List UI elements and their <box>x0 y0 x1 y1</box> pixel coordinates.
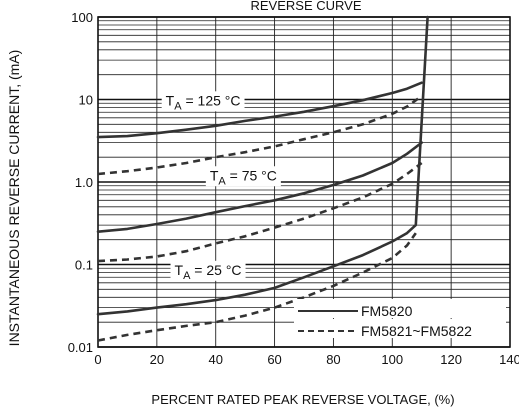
x-tick-label: 60 <box>267 352 281 367</box>
x-tick-label: 40 <box>208 352 222 367</box>
series-line-fm5820-125-c <box>96 81 424 139</box>
annotation-layer: TA = 125 °C TA = 75 °C TA = 25 °C <box>161 91 281 282</box>
x-tick-label: 100 <box>381 352 403 367</box>
legend-label: FM5820 <box>361 303 413 319</box>
x-tick-label: 120 <box>440 352 462 367</box>
series-line-fm5821-fm5822-125-c <box>97 95 423 176</box>
y-tick-label: 0.1 <box>75 258 93 273</box>
plot-frame <box>97 16 511 348</box>
temperature-label-text: TA = 125 °C <box>166 92 241 112</box>
series-line-fm5820-25-c <box>96 15 429 316</box>
x-axis-label: PERCENT RATED PEAK REVERSE VOLTAGE, (%) <box>151 392 454 407</box>
legend-entry: FM5821~FM5822 <box>294 319 506 339</box>
legend-background <box>294 299 506 318</box>
legend-background <box>294 319 506 338</box>
legend-label: FM5821~FM5822 <box>361 323 472 339</box>
temperature-label-t125: TA = 125 °C <box>161 91 245 112</box>
x-tick-label: 140 <box>499 352 519 367</box>
y-tick-label: 1.0 <box>75 175 93 190</box>
temperature-label-text: TA = 25 °C <box>175 262 242 282</box>
legend-entry: FM5820 <box>294 299 506 319</box>
temperature-label-t75: TA = 75 °C <box>205 166 281 187</box>
label-background <box>161 91 245 112</box>
y-tick-label: 10 <box>79 93 93 108</box>
label-background <box>205 166 281 187</box>
grid-layer <box>97 16 511 348</box>
chart-title: REVERSE CURVE <box>250 0 361 13</box>
axis-layer: 0 20 40 60 80 100 120 140 100 10 1.0 0.1 0.01 <box>68 10 519 367</box>
temperature-label-t25: TA = 25 °C <box>170 260 246 282</box>
y-tick-label: 0.01 <box>68 340 93 355</box>
label-background <box>170 260 246 281</box>
series-layer <box>96 15 429 342</box>
y-axis-label: INSTANTANEOUS REVERSE CURRENT, (mA) <box>6 50 22 347</box>
legend: FM5820 FM5821~FM5822 <box>294 299 506 339</box>
x-tick-label: 20 <box>150 352 164 367</box>
x-tick-label: 0 <box>94 352 101 367</box>
series-line-fm5820-75-c <box>96 141 424 233</box>
temperature-label-text: TA = 75 °C <box>210 167 277 187</box>
series-line-fm5821-fm5822-75-c <box>97 161 423 263</box>
y-tick-label: 100 <box>71 10 93 25</box>
x-tick-label: 80 <box>326 352 340 367</box>
